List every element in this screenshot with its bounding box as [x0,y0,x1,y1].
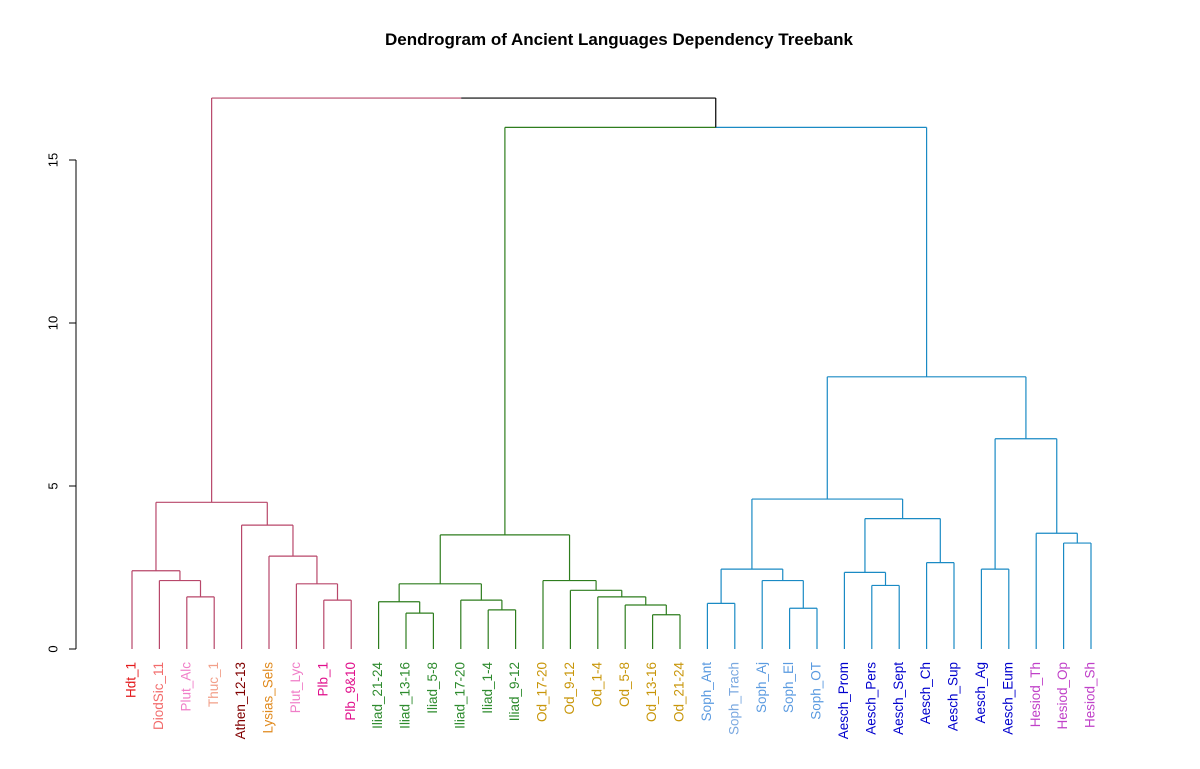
dendrogram-merge [864,517,941,573]
dendrogram-branches [131,97,1092,649]
dendrogram-merge [569,589,623,649]
leaf-label: Iliad_17-20 [452,662,467,729]
leaf-label: Thuc_1 [206,662,221,707]
y-tick-label: 10 [45,316,60,330]
leaf-label: Soph_Trach [726,662,741,735]
dendrogram-merge [439,534,571,584]
y-tick-label: 0 [45,645,60,652]
leaf-label: Od_13-16 [644,662,659,722]
leaf-label: Od_9-12 [562,662,577,715]
leaf-label: Hesiod_Sh [1083,662,1098,728]
leaf-label: Iliad_13-16 [398,662,413,729]
leaf-label: Athen_12-13 [233,662,248,739]
leaf-label: Iliad_21-24 [370,662,385,729]
dendrogram-merge [398,583,482,602]
dendrogram-merge [323,599,352,649]
leaf-label: Hesiod_Op [1055,662,1070,730]
leaf-label: Aesch_Sept [891,662,906,735]
dendrogram-merge [460,599,503,649]
leaf-label: Iliad_1-4 [480,662,495,714]
dendrogram-merge [994,438,1058,570]
y-axis: 0 5 10 15 [45,153,77,653]
dendrogram-merge [1035,532,1078,649]
leaf-label: DiodSic_11 [151,662,166,730]
dendrogram-merge [131,570,181,649]
dendrogram-merge [155,501,268,571]
leaf-label: Plut_Alc [178,662,193,712]
leaf-label: Soph_Aj [754,662,769,713]
y-tick-label: 5 [45,482,60,489]
dendrogram-merge [487,609,517,649]
leaf-label: Hdt_1 [124,662,139,698]
dendrogram-merge [295,583,339,649]
leaf-label: Aesch_Eum [1000,662,1015,735]
leaf-label: Iliad_5-8 [425,662,440,714]
dendrogram-merge [378,601,421,649]
y-tick-label: 15 [45,153,60,167]
dendrogram-merge [504,126,928,535]
dendrogram-merge [651,614,681,649]
dendrogram-merge [268,555,318,649]
dendrogram-merge [624,604,667,649]
leaf-label: Iliad_9-12 [507,662,522,721]
leaf-labels: Hdt_1 DiodSic_11 Plut_Alc Thuc_1 Athen_12-13… [124,662,1098,740]
leaf-label: Aesch_Sup [946,662,961,731]
dendrogram-merge [761,579,804,649]
leaf-label: Od_1-4 [589,662,604,708]
dendrogram-merge [751,498,904,570]
leaf-label: Od_21-24 [672,662,687,723]
dendrogram-merge [241,524,294,649]
dendrogram-merge [706,602,736,649]
leaf-label: Plut_Lyc [288,662,303,714]
dendrogram-merge [186,596,215,649]
leaf-label: Soph_OT [809,662,824,720]
leaf-label: Aesch_Prom [836,662,851,739]
leaf-label: Soph_El [781,662,796,713]
dendrogram-merge [158,579,202,649]
leaf-label: Od_5-8 [617,662,632,707]
leaf-label: Aesch_Ch [918,662,933,724]
dendrogram-merge [211,97,717,503]
leaf-label: Soph_Ant [699,662,714,722]
dendrogram-merge [980,568,1010,649]
leaf-label: Aesch_Pers [863,662,878,735]
leaf-label: Od_17-20 [535,662,550,722]
dendrogram-merge [1062,542,1092,649]
leaf-label: Lysias_Sels [261,662,276,734]
dendrogram-merge [871,584,900,649]
dendrogram-merge [826,376,1027,500]
dendrogram-merge [405,612,434,649]
leaf-label: Plb_1 [315,662,330,697]
dendrogram-merge [843,571,887,649]
leaf-label: Aesch_Ag [973,662,988,724]
dendrogram-merge [788,607,818,649]
chart-title: Dendrogram of Ancient Languages Dependen… [385,30,853,49]
dendrogram-merge [720,568,784,604]
dendrogram-merge [925,562,955,649]
leaf-label: Plb_9&10 [343,662,358,721]
leaf-label: Hesiod_Th [1028,662,1043,727]
